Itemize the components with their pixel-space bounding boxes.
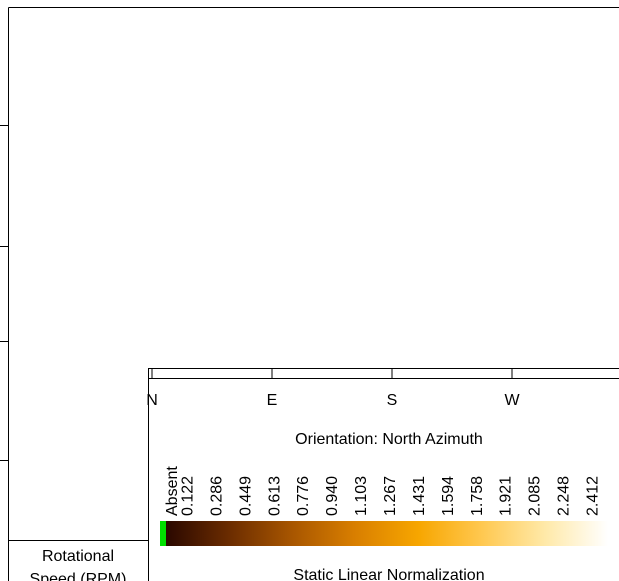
- y-label: Speed (RPM): [30, 571, 127, 581]
- x-tick-label: W: [504, 392, 520, 409]
- colorbar-tick-label: 1.921: [498, 476, 515, 516]
- absent-label: Absent: [164, 466, 181, 516]
- colorbar-tick-label: 0.286: [209, 476, 226, 516]
- colorbar-title: Static Linear Normalization: [293, 567, 484, 581]
- colorbar: [166, 521, 608, 546]
- colorbar-tick-label: 0.122: [180, 476, 197, 516]
- colorbar-tick-label: 1.103: [353, 476, 370, 516]
- colorbar-tick-label: 0.776: [295, 476, 312, 516]
- colorbar-tick-label: 2.248: [555, 476, 572, 516]
- colorbar-tick-label: 2.085: [527, 476, 544, 516]
- colorbar-tick-label: 1.758: [469, 476, 486, 516]
- colorbar-tick-label: 1.267: [382, 476, 399, 516]
- colorbar-tick-label: 0.449: [237, 476, 254, 516]
- x-tick-label: S: [387, 392, 398, 409]
- x-axis-title: Orientation: North Azimuth: [295, 431, 483, 448]
- x-tick-label: E: [267, 392, 278, 409]
- ylabel-box: [8, 540, 149, 581]
- colorbar-tick-label: 2.412: [584, 476, 601, 516]
- plot-frame: [0, 7, 619, 581]
- x-tick-label: N: [146, 392, 158, 409]
- colorbar-tick-label: 1.594: [440, 476, 457, 516]
- legend-box: [148, 368, 619, 581]
- absent-swatch: [160, 521, 167, 546]
- colorbar-tick-label: 0.613: [266, 476, 283, 516]
- y-label: Rotational: [42, 548, 114, 565]
- colorbar-tick-label: 0.940: [324, 476, 341, 516]
- colorbar-tick-label: 1.431: [411, 476, 428, 516]
